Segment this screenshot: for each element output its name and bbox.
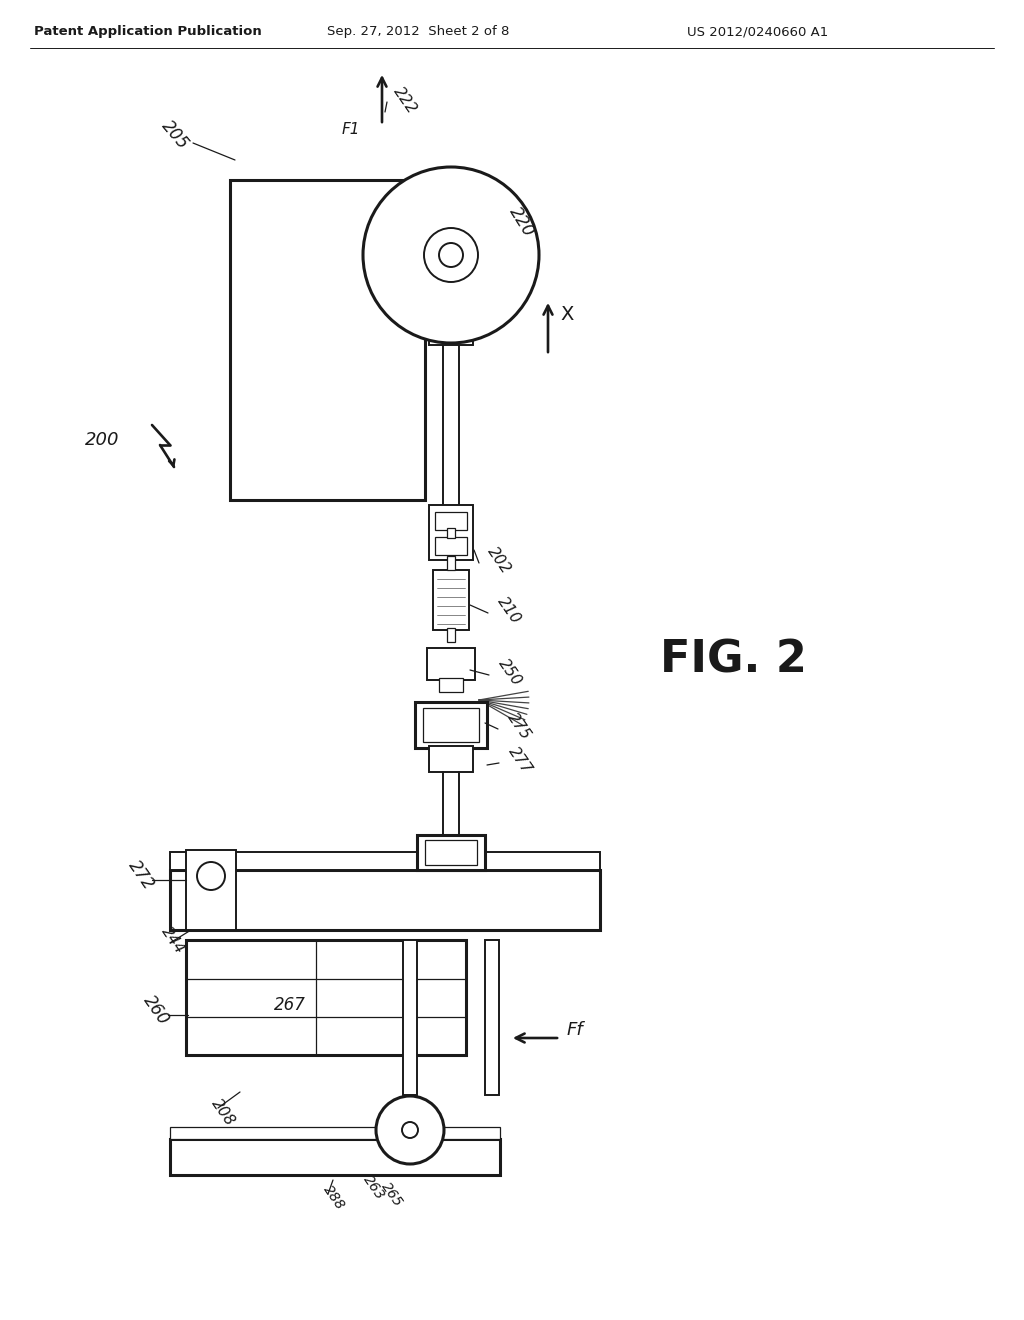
Text: Ff: Ff bbox=[567, 1020, 584, 1039]
Text: 250: 250 bbox=[495, 656, 524, 688]
Text: 210: 210 bbox=[494, 594, 523, 626]
Circle shape bbox=[362, 168, 539, 343]
Bar bbox=[423, 260, 453, 300]
Bar bbox=[429, 746, 473, 772]
Bar bbox=[433, 570, 469, 630]
Text: F1: F1 bbox=[341, 123, 360, 137]
Text: 220: 220 bbox=[506, 203, 539, 240]
Text: 222: 222 bbox=[390, 83, 419, 116]
Circle shape bbox=[376, 1096, 444, 1164]
Bar bbox=[429, 506, 473, 560]
Bar bbox=[170, 1139, 500, 1175]
Text: 277: 277 bbox=[505, 743, 535, 776]
Text: 200: 200 bbox=[85, 432, 120, 449]
Bar bbox=[230, 180, 425, 500]
Bar bbox=[439, 678, 463, 692]
Bar bbox=[435, 537, 467, 554]
Circle shape bbox=[424, 228, 478, 282]
Text: 208: 208 bbox=[208, 1096, 238, 1129]
Bar bbox=[427, 648, 475, 680]
Bar bbox=[186, 940, 466, 1055]
Text: X: X bbox=[560, 305, 573, 325]
Bar bbox=[435, 512, 467, 531]
Bar bbox=[447, 528, 455, 539]
Text: Sep. 27, 2012  Sheet 2 of 8: Sep. 27, 2012 Sheet 2 of 8 bbox=[327, 25, 509, 38]
Bar bbox=[170, 870, 600, 931]
Text: Patent Application Publication: Patent Application Publication bbox=[34, 25, 262, 38]
Bar bbox=[429, 323, 473, 345]
Bar bbox=[415, 702, 487, 748]
Circle shape bbox=[197, 862, 225, 890]
Bar bbox=[403, 940, 417, 1096]
Text: 288: 288 bbox=[319, 1183, 347, 1213]
Bar bbox=[447, 556, 455, 570]
Text: 265: 265 bbox=[378, 1180, 404, 1210]
Text: 272: 272 bbox=[125, 857, 158, 894]
Text: FIG. 2: FIG. 2 bbox=[660, 639, 807, 681]
Text: 202: 202 bbox=[484, 544, 513, 577]
Bar bbox=[423, 708, 479, 742]
Text: US 2012/0240660 A1: US 2012/0240660 A1 bbox=[687, 25, 828, 38]
Circle shape bbox=[402, 1122, 418, 1138]
Text: 267: 267 bbox=[274, 997, 306, 1014]
Bar bbox=[425, 840, 477, 865]
Text: 205: 205 bbox=[158, 117, 193, 153]
Text: 275: 275 bbox=[504, 710, 534, 742]
Bar bbox=[447, 628, 455, 642]
Bar bbox=[170, 851, 600, 870]
Bar bbox=[417, 836, 485, 870]
Bar bbox=[485, 940, 499, 1096]
Bar bbox=[170, 1127, 500, 1139]
Bar bbox=[186, 850, 236, 931]
Text: 260: 260 bbox=[140, 991, 173, 1028]
Text: 263: 263 bbox=[360, 1173, 387, 1203]
Text: 244: 244 bbox=[158, 924, 187, 956]
Circle shape bbox=[439, 243, 463, 267]
